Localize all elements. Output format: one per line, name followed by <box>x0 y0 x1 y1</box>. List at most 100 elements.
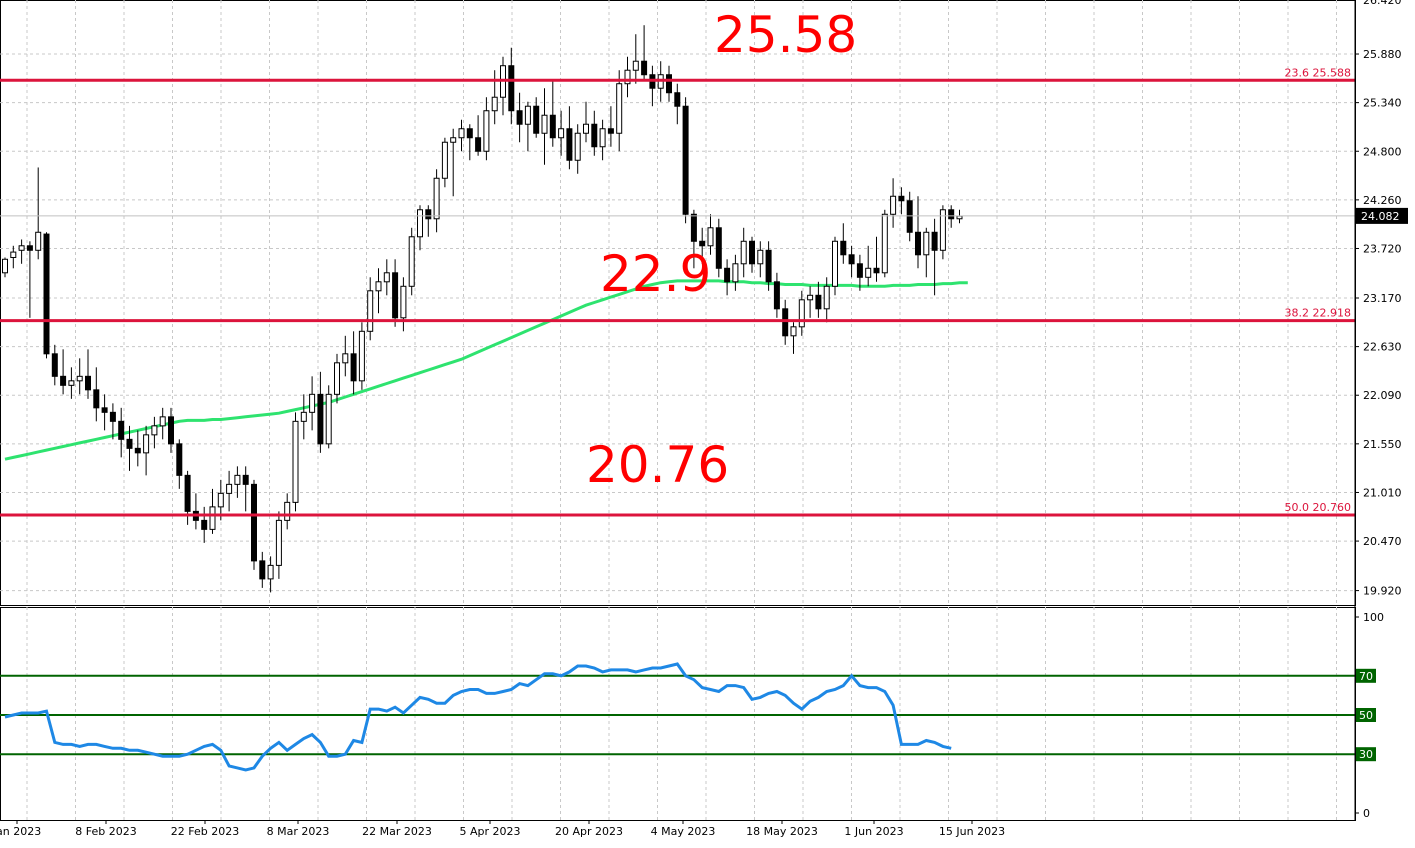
candle-body-down <box>607 128 614 134</box>
candle <box>101 394 108 431</box>
candle <box>284 493 291 530</box>
candle <box>591 110 598 156</box>
candle-body-up <box>217 492 224 508</box>
level-price-label: 20.76 <box>586 436 729 494</box>
candle-body-up <box>790 326 797 337</box>
x-tick-label: 5 Apr 2023 <box>459 825 520 838</box>
candle-body-up <box>707 227 714 247</box>
candle <box>234 466 241 498</box>
candle-body-up <box>558 128 565 139</box>
candle-body-down <box>118 420 125 440</box>
candle <box>76 358 83 395</box>
candle-body-up <box>35 231 42 251</box>
candle-body-down <box>168 416 174 445</box>
candle <box>724 259 731 296</box>
candle <box>242 466 249 512</box>
candle-body-up <box>624 69 631 85</box>
candle <box>923 227 930 278</box>
candle <box>890 178 897 228</box>
candle-body-up <box>267 564 274 580</box>
candle-body-up <box>159 416 166 427</box>
x-tick-label: 15 Jun 2023 <box>939 825 1005 838</box>
candle-body-down <box>641 60 648 76</box>
candle-body-down <box>466 128 473 139</box>
level-price-label: 25.58 <box>714 6 857 64</box>
candle <box>583 101 589 143</box>
candle-body-down <box>425 209 432 220</box>
candle <box>342 335 349 377</box>
candle <box>309 376 316 431</box>
candle <box>757 241 764 278</box>
candle-body-down <box>134 447 141 454</box>
candle <box>865 245 872 287</box>
y-tick-label: 24.800 <box>1363 145 1402 158</box>
candle-body-up <box>76 375 83 382</box>
candle-body-down <box>242 474 249 485</box>
candle-body-up <box>383 272 390 283</box>
candle <box>209 488 216 534</box>
candle-body-up <box>524 105 531 125</box>
candle <box>516 92 523 143</box>
candle <box>475 115 482 156</box>
candle-body-up <box>491 96 498 112</box>
candle <box>558 110 565 156</box>
candle <box>881 209 888 278</box>
candle <box>292 412 299 512</box>
candle <box>948 205 955 228</box>
candle <box>267 556 274 593</box>
candle-body-up <box>441 141 448 179</box>
x-tick-label: 18 May 2023 <box>746 825 818 838</box>
candle <box>483 97 490 161</box>
candle-body-up <box>209 506 216 530</box>
candle-body-down <box>101 407 108 413</box>
candle <box>10 245 17 269</box>
oscillator-level-label: 70 <box>1359 670 1373 683</box>
candle <box>823 277 830 323</box>
candle-body-down <box>317 393 324 445</box>
candle-body-down <box>392 272 399 319</box>
candle <box>508 47 515 125</box>
candle-body-up <box>309 393 316 413</box>
candle <box>533 97 540 138</box>
candle-body-down <box>906 200 913 233</box>
candle-body-up <box>342 353 349 364</box>
moving-average <box>4 279 968 461</box>
y-tick-label: 20.470 <box>1363 535 1402 548</box>
candle-body-down <box>350 353 357 382</box>
candle-body-up <box>574 132 581 161</box>
y-tick-label: 22.090 <box>1363 389 1402 402</box>
candle <box>956 209 963 224</box>
candle <box>118 407 125 458</box>
candle-body-down <box>533 105 540 134</box>
candles <box>2 25 963 593</box>
y-tick-label: 21.550 <box>1363 438 1402 451</box>
candle-body-up <box>275 519 282 566</box>
candle-body-up <box>583 123 589 134</box>
candle <box>350 331 357 395</box>
candle-body-up <box>408 236 415 287</box>
candle-body-down <box>666 74 672 94</box>
candle <box>599 119 606 161</box>
candle <box>649 65 656 107</box>
candle <box>458 119 465 152</box>
candle-body-down <box>848 254 855 265</box>
candle-body-up <box>284 501 291 521</box>
oscillator-line <box>4 662 952 772</box>
candle-body-up <box>234 474 241 485</box>
candle <box>450 128 457 197</box>
candle-body-up <box>18 245 25 251</box>
candle <box>641 25 648 80</box>
candle <box>251 479 257 570</box>
candle <box>358 322 365 390</box>
candle <box>93 367 100 422</box>
candle-body-up <box>433 177 440 220</box>
candle <box>466 124 473 161</box>
candle <box>707 214 714 255</box>
candle <box>159 407 166 440</box>
candle-body-up <box>798 299 805 328</box>
oscillator-level-label: 50 <box>1359 709 1373 722</box>
candle-body-up <box>375 281 382 292</box>
candle <box>85 349 91 399</box>
moving-average-line <box>4 279 968 461</box>
